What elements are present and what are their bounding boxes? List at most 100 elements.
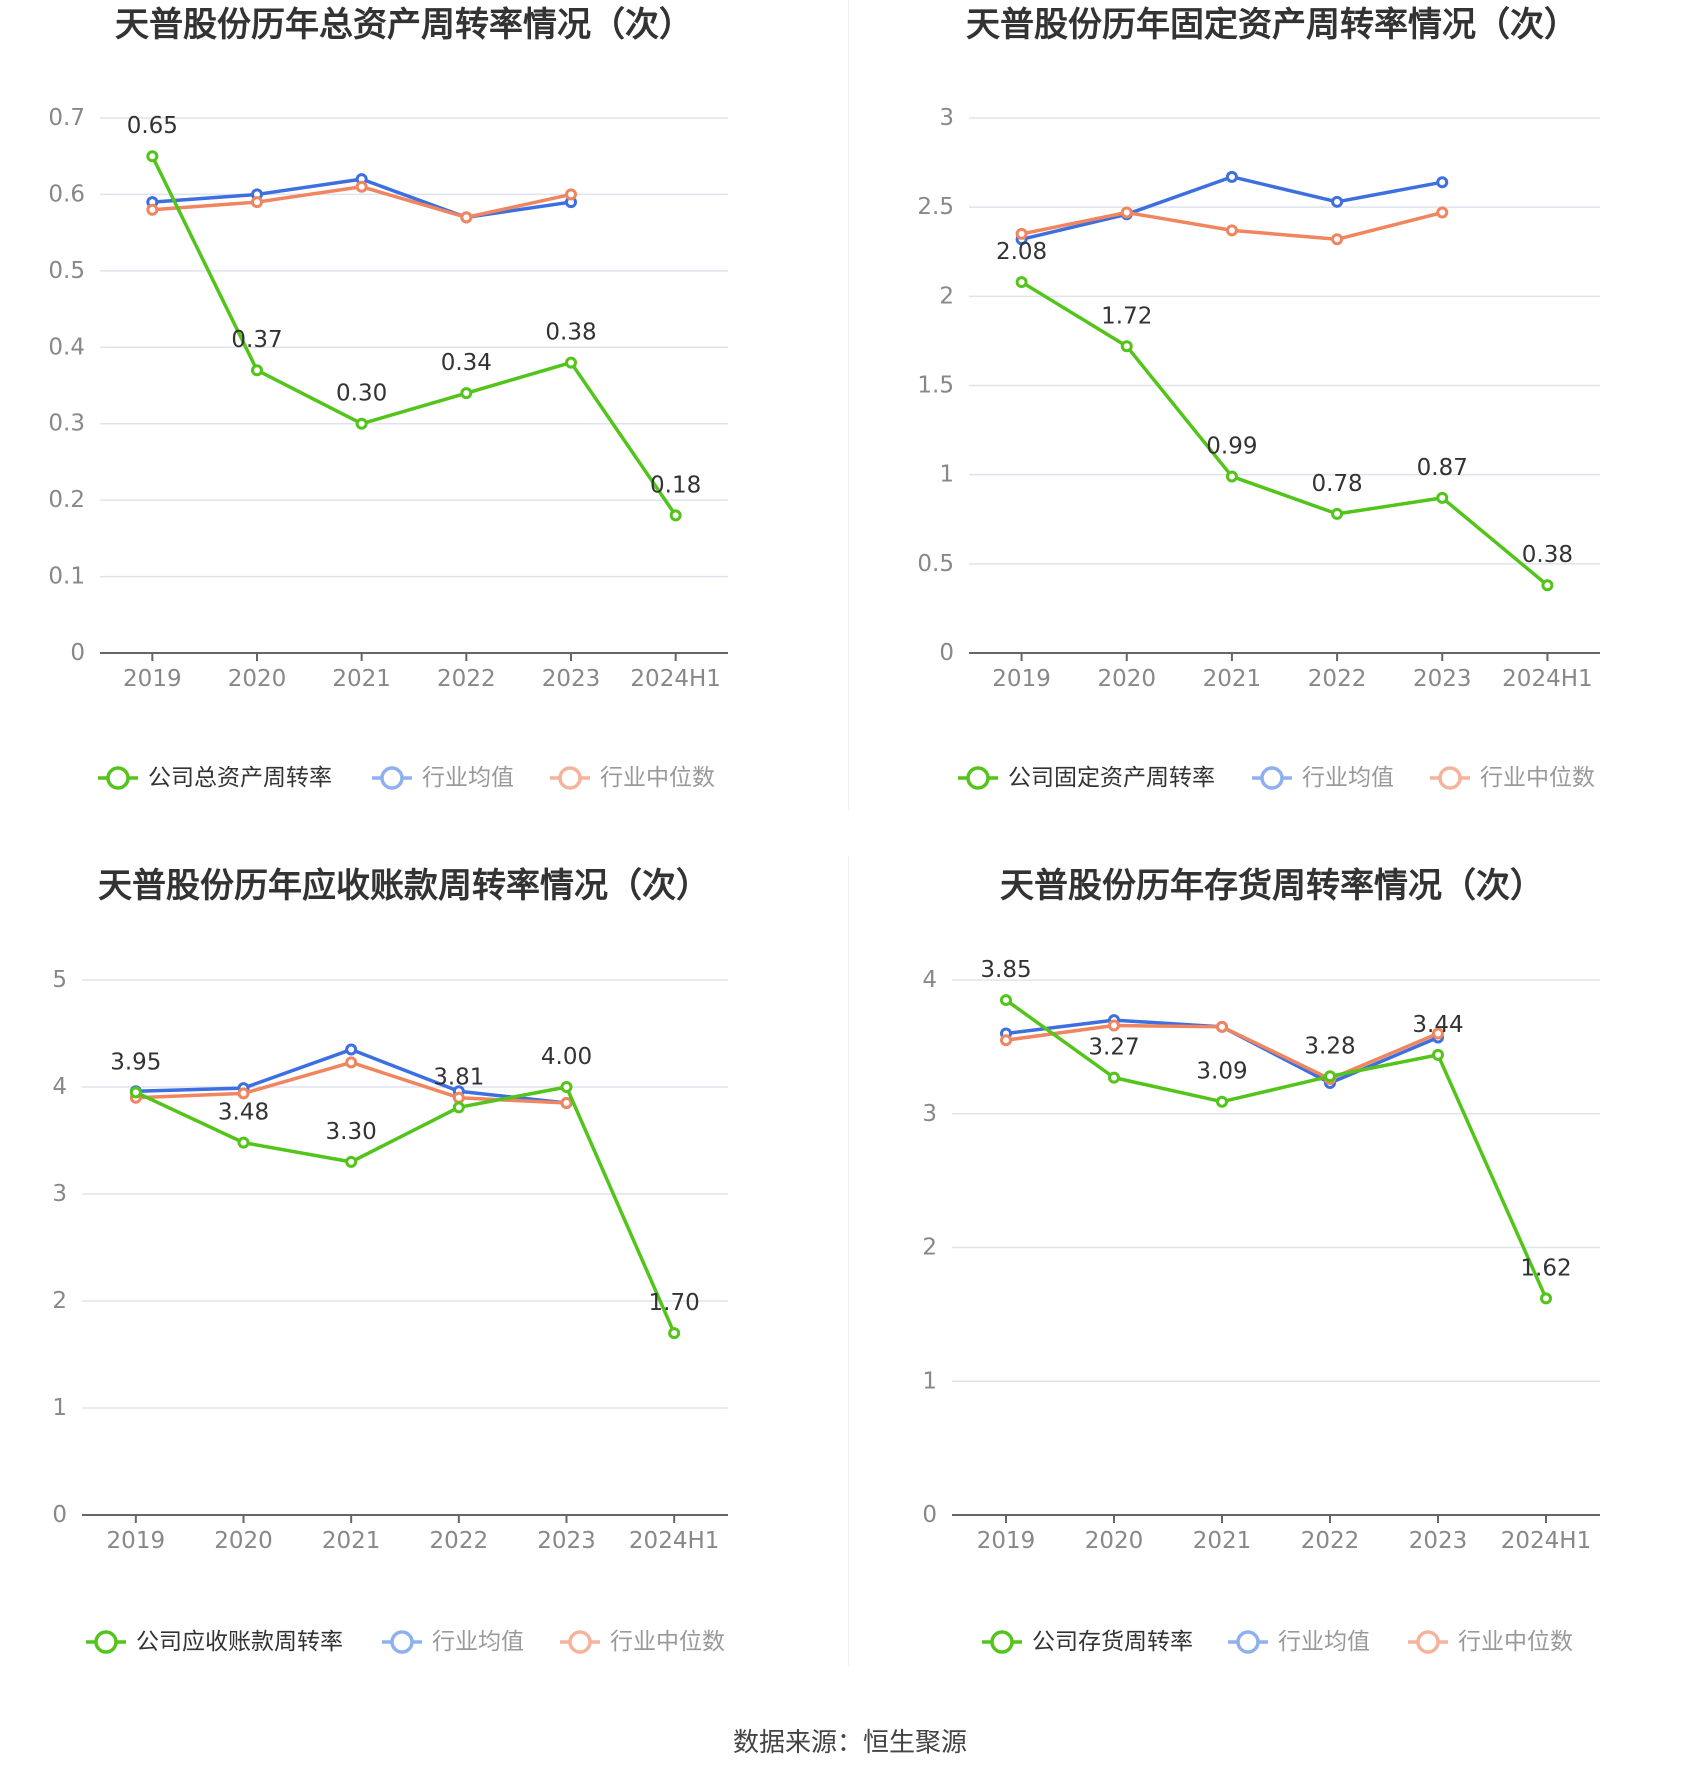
data-point-company <box>668 1327 681 1340</box>
x-tick-label: 2021 <box>1193 1528 1252 1554</box>
data-source-note: 数据来源：恒生聚源 <box>732 1728 967 1758</box>
series-company <box>1015 276 1554 592</box>
legend-item-industry_mean: 行业均值 <box>372 765 514 791</box>
chart-title: 天普股份历年固定资产周转率情况（次） <box>966 5 1578 45</box>
y-tick-label: 2.5 <box>917 194 954 220</box>
legend-item-industry_mean: 行业均值 <box>1228 1629 1370 1655</box>
chart-panel-2: 天普股份历年固定资产周转率情况（次） 0 0.5 1 1.5 2 2.5 3 2019 2020 2… <box>917 5 1600 791</box>
x-tick-label: 2024H1 <box>629 1528 719 1554</box>
data-label: 0.18 <box>650 472 701 498</box>
data-point-industry_median <box>560 1097 573 1110</box>
x-tick-label: 2020 <box>1097 666 1156 692</box>
data-point-industry_median <box>1015 227 1028 240</box>
legend-item-company: 公司应收账款周转率 <box>86 1629 343 1655</box>
legend-item-company: 公司存货周转率 <box>982 1629 1193 1655</box>
legend-label: 行业均值 <box>1302 765 1394 791</box>
legend-label: 行业中位数 <box>600 765 715 791</box>
data-point-company <box>669 509 682 522</box>
data-point-company <box>1540 1292 1552 1305</box>
legend-label: 行业中位数 <box>1480 765 1595 791</box>
x-tick-label: 2023 <box>542 666 601 692</box>
data-point-company <box>452 1101 465 1114</box>
data-point-company <box>1541 579 1554 592</box>
legend-label: 行业中位数 <box>610 1629 725 1655</box>
data-point-industry_median <box>1436 206 1449 219</box>
legend-item-industry_median: 行业中位数 <box>1408 1629 1573 1655</box>
y-tick-label: 4 <box>52 1074 67 1100</box>
data-point-industry_median <box>460 211 473 224</box>
data-point-industry_mean <box>1331 195 1344 208</box>
chart-title: 天普股份历年应收账款周转率情况（次） <box>98 866 710 906</box>
x-tick-label: 2024H1 <box>1502 666 1592 692</box>
data-label: 0.34 <box>441 350 492 376</box>
legend-marker <box>380 766 404 790</box>
y-tick-label: 0 <box>70 640 85 666</box>
y-tick-label: 0.2 <box>48 487 85 513</box>
x-tick-label: 2024H1 <box>630 666 720 692</box>
x-tick-label: 2020 <box>214 1528 273 1554</box>
legend-label: 公司应收账款周转率 <box>136 1629 343 1655</box>
legend-label: 行业均值 <box>432 1629 524 1655</box>
data-point-company <box>237 1136 250 1149</box>
data-point-industry_mean <box>1436 176 1449 189</box>
y-tick-label: 5 <box>52 967 67 993</box>
x-tick-label: 2019 <box>123 666 182 692</box>
data-point-company <box>1120 340 1133 353</box>
data-label: 2.08 <box>996 239 1047 265</box>
data-point-company <box>560 1081 573 1093</box>
data-point-industry_median <box>1120 206 1133 219</box>
data-point-company <box>1108 1071 1120 1084</box>
chart-panel-3: 天普股份历年应收账款周转率情况（次） 0 1 2 3 4 5 2019 2020 2021 2022… <box>52 866 728 1655</box>
y-tick-label: 2 <box>939 283 954 309</box>
y-tick-label: 1 <box>922 1368 937 1394</box>
series-industry_median <box>1015 206 1449 246</box>
chart-panel-1: 天普股份历年总资产周转率情况（次） 0 0.1 0.2 0.3 0.4 0.5 0.6 0.7 2… <box>48 5 728 791</box>
data-point-company <box>129 1086 142 1099</box>
x-tick-label: 2021 <box>1203 666 1262 692</box>
data-point-industry_median <box>565 188 577 201</box>
data-point-industry_median <box>146 203 159 216</box>
x-tick-label: 2022 <box>1308 666 1367 692</box>
data-label: 3.95 <box>110 1049 161 1075</box>
data-label: 0.38 <box>545 320 596 346</box>
legend-item-industry_median: 行业中位数 <box>550 765 715 791</box>
legend-marker <box>1416 1630 1440 1654</box>
legend-marker <box>966 766 990 790</box>
data-point-industry_median <box>452 1091 465 1104</box>
data-label: 3.81 <box>433 1064 484 1090</box>
y-tick-label: 1 <box>52 1395 67 1421</box>
legend-label: 公司总资产周转率 <box>148 765 332 791</box>
data-point-company <box>1324 1070 1336 1083</box>
chart-panel-4: 天普股份历年存货周转率情况（次） 0 1 2 3 4 2019 2020 2021 2022 202… <box>922 866 1600 1655</box>
data-point-company <box>1436 491 1449 504</box>
y-tick-label: 4 <box>922 967 937 993</box>
y-tick-label: 1 <box>939 462 954 488</box>
data-point-industry_median <box>1108 1019 1120 1032</box>
legend-marker <box>106 766 130 790</box>
legend-label: 行业中位数 <box>1458 1629 1573 1655</box>
x-tick-label: 2022 <box>1301 1528 1360 1554</box>
data-point-industry_median <box>1432 1027 1444 1040</box>
data-label: 1.70 <box>649 1290 700 1316</box>
x-tick-label: 2021 <box>332 666 391 692</box>
legend-item-industry_mean: 行业均值 <box>1252 765 1394 791</box>
x-tick-label: 2023 <box>537 1528 596 1554</box>
vertical-divider-bottom <box>848 856 849 1666</box>
data-label: 1.62 <box>1520 1255 1571 1281</box>
legend-item-industry_median: 行业中位数 <box>1430 765 1595 791</box>
y-tick-label: 0.1 <box>48 564 85 590</box>
data-point-industry_median <box>251 196 263 209</box>
data-point-industry_median <box>1216 1020 1228 1033</box>
data-label: 3.09 <box>1196 1059 1247 1085</box>
legend-marker <box>1236 1630 1260 1654</box>
y-tick-label: 3 <box>939 105 954 131</box>
y-tick-label: 0 <box>939 640 954 666</box>
x-tick-label: 2020 <box>228 666 287 692</box>
series-line-company <box>150 155 678 517</box>
data-label: 0.99 <box>1206 433 1257 459</box>
data-point-company <box>1432 1048 1444 1061</box>
data-point-industry_median <box>345 1056 358 1069</box>
series-company <box>129 1081 681 1340</box>
series-line-company <box>1004 998 1548 1300</box>
data-label: 3.30 <box>326 1119 377 1145</box>
